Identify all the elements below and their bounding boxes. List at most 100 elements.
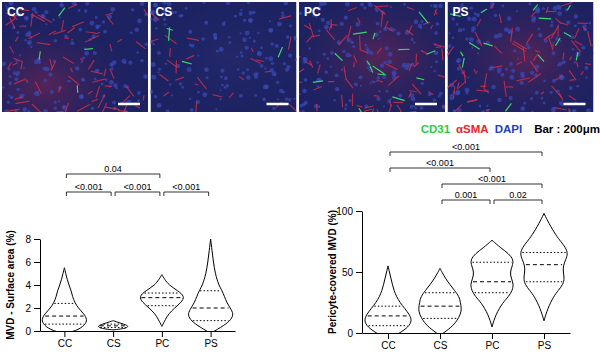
nucleus [511,69,515,73]
nucleus [248,18,252,22]
nucleus [308,47,310,49]
stain-streak [442,48,443,60]
x-tick-mark [162,331,163,337]
nucleus [82,57,85,60]
stain-streak [431,25,433,29]
nucleus [226,84,229,87]
x-axis: CCCSPCPS [41,331,236,349]
nucleus [476,70,478,72]
nucleus [2,61,6,66]
x-tick-label: CC [58,338,72,349]
nucleus [494,34,499,39]
image-panel [299,2,445,112]
legend-entry: αSMA [456,123,489,135]
nucleus [552,41,554,43]
nucleus [383,61,387,65]
stain-streak [552,44,554,50]
nucleus [272,71,277,76]
scale-bar [415,103,437,106]
nucleus [434,31,438,35]
nucleus [572,109,576,112]
nucleus [78,9,81,12]
stain-streak [104,69,106,76]
stain-streak [95,32,100,34]
nucleus [435,60,438,63]
legend-entry: Bar : 200μm [534,123,600,135]
panel-background [2,2,148,112]
stain-streak [265,71,271,73]
stain-streak [370,66,373,72]
nucleus [434,4,438,8]
nucleus [523,102,526,105]
violin [521,213,567,320]
nucleus [94,77,97,80]
nucleus [370,51,374,55]
quartile-line [374,306,401,307]
nucleus [519,81,523,85]
nucleus [143,74,148,79]
nucleus [516,10,518,12]
nucleus [110,7,115,12]
nucleus [245,46,249,50]
stain-streak [24,78,28,81]
stain-streak [107,16,113,24]
nucleus [323,53,326,56]
nucleus [58,100,60,102]
quartile-line [100,327,125,328]
nucleus [165,62,167,64]
stain-streak [377,48,382,54]
stain-streak [504,81,506,97]
nucleus [538,33,542,37]
nucleus [68,80,71,83]
nucleus [379,30,382,33]
stain-streak [486,109,490,110]
stain-streak [299,56,300,62]
nucleus [469,37,474,42]
nucleus [246,68,249,71]
nucleus [246,75,250,79]
y-tick-label: 0 [25,326,31,337]
nucleus [284,2,289,5]
nucleus [53,106,56,109]
stain-streak [28,33,40,39]
stain-streak [569,96,576,101]
bracket [390,168,490,172]
nucleus [317,61,319,63]
y-tick-mark [34,285,40,286]
stain-streak [118,111,128,112]
nucleus [257,52,262,57]
nucleus [465,92,468,95]
nucleus [169,83,171,85]
nucleus [346,52,351,57]
nucleus [228,41,231,44]
nucleus [9,75,12,78]
nucleus [574,14,579,19]
nucleus [420,20,423,23]
nucleus [257,51,262,56]
stain-streak [561,2,573,6]
nucleus [249,37,251,39]
stain-streak [14,80,24,84]
significance-brackets: <0.001<0.001<0.0010.04 [66,164,208,196]
stain-streak [15,97,23,100]
stain-streak [452,105,462,112]
p-value: <0.001 [172,182,200,192]
nucleus [302,103,306,107]
violin [99,321,128,330]
nucleus [95,16,98,19]
stain-streak [453,86,454,99]
stain-streak [195,102,197,112]
nucleus [326,21,330,25]
y-tick-label: 4 [25,280,31,291]
nucleus [25,33,29,37]
violin [471,240,513,327]
figure: CCCSPCPSCD31αSMADAPIBar : 200μm02468CCCS… [0,0,600,359]
nucleus [390,6,392,8]
stain-streak [436,46,442,48]
bracket [390,152,542,156]
stain-streak [570,56,572,60]
nucleus [371,80,374,83]
nucleus [494,14,498,18]
nucleus [8,94,10,96]
nucleus [528,2,531,5]
